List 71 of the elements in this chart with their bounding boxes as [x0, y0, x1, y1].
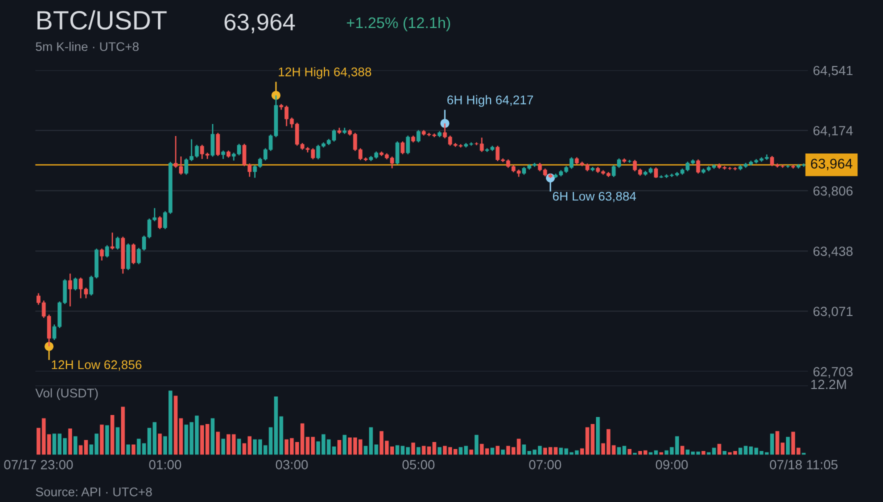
candlestick — [132, 242, 136, 265]
candlestick — [406, 135, 410, 155]
candlestick — [126, 242, 130, 271]
y-tick-label: 63,438 — [813, 246, 853, 258]
bar — [210, 418, 215, 455]
x-tick-label: 01:00 — [149, 460, 182, 470]
candlestick — [210, 123, 215, 158]
ref-line-label: 63,964 — [810, 158, 852, 170]
annotation: 6H Low 63,884 — [552, 192, 636, 202]
x-tick-label: 05:00 — [402, 460, 434, 470]
bar — [110, 415, 114, 455]
candlestick — [400, 140, 405, 155]
candlestick — [105, 244, 110, 258]
y-tick-label: 62,703 — [813, 367, 853, 378]
bar — [628, 449, 632, 455]
bar — [438, 447, 442, 455]
candlestick — [100, 248, 104, 262]
x-tick-label: 07/17 23:00 — [4, 460, 73, 470]
bar — [501, 450, 505, 455]
bar — [490, 448, 494, 455]
bar — [237, 438, 241, 455]
bar — [105, 425, 109, 455]
annotation: 12H Low 62,856 — [52, 360, 142, 371]
bar — [100, 424, 104, 455]
bar — [121, 406, 125, 455]
bar — [126, 444, 130, 455]
text: 12.2M — [811, 380, 846, 389]
bar — [342, 434, 346, 455]
candlestick — [158, 216, 162, 230]
y-tick-label: 64,541 — [813, 66, 853, 77]
bar — [469, 450, 474, 455]
chart-title: Vol (USDT) — [35, 388, 98, 400]
bar — [132, 444, 136, 455]
y-tick-label: 63,806 — [813, 186, 853, 198]
text: 63,964 — [224, 14, 295, 34]
candlestick — [395, 140, 400, 166]
y-tick-label: 64,174 — [813, 126, 853, 137]
bar — [474, 434, 478, 455]
bar — [74, 436, 78, 455]
candlestick — [654, 166, 658, 179]
annotation: 12H High 64,388 — [278, 67, 372, 79]
bar — [786, 436, 790, 455]
bar — [158, 434, 162, 455]
x-tick-label: 07/18 11:05 — [770, 460, 838, 470]
bar — [496, 446, 500, 455]
bar — [116, 427, 120, 455]
chart-subtitle: 5m K-line · UTC+8 — [36, 42, 139, 52]
x-tick-label: 09:00 — [656, 460, 688, 470]
bar — [722, 450, 726, 455]
bar — [702, 450, 706, 455]
text: +1.25% (12.1h) — [346, 16, 450, 32]
bar — [596, 416, 600, 455]
bar — [216, 432, 220, 455]
bar — [411, 442, 416, 455]
x-tick-label: 03:00 — [276, 460, 308, 470]
candlestick — [696, 158, 700, 174]
candlestick — [110, 232, 114, 250]
chart-title: BTC/USDT — [37, 10, 167, 30]
x-tick-label: 07:00 — [529, 460, 562, 470]
bar — [416, 447, 420, 455]
candlestick — [416, 129, 420, 144]
bar — [659, 452, 664, 455]
bar — [68, 428, 72, 455]
candlestick — [116, 236, 120, 250]
annotation: 6H High 64,217 — [447, 95, 533, 107]
source-note: Source: API · UTC+8 — [36, 487, 152, 496]
candlestick — [68, 273, 72, 308]
y-tick-label: 63,071 — [813, 306, 853, 318]
candlestick — [216, 132, 220, 157]
candlestick — [73, 276, 78, 291]
bar — [337, 440, 342, 455]
